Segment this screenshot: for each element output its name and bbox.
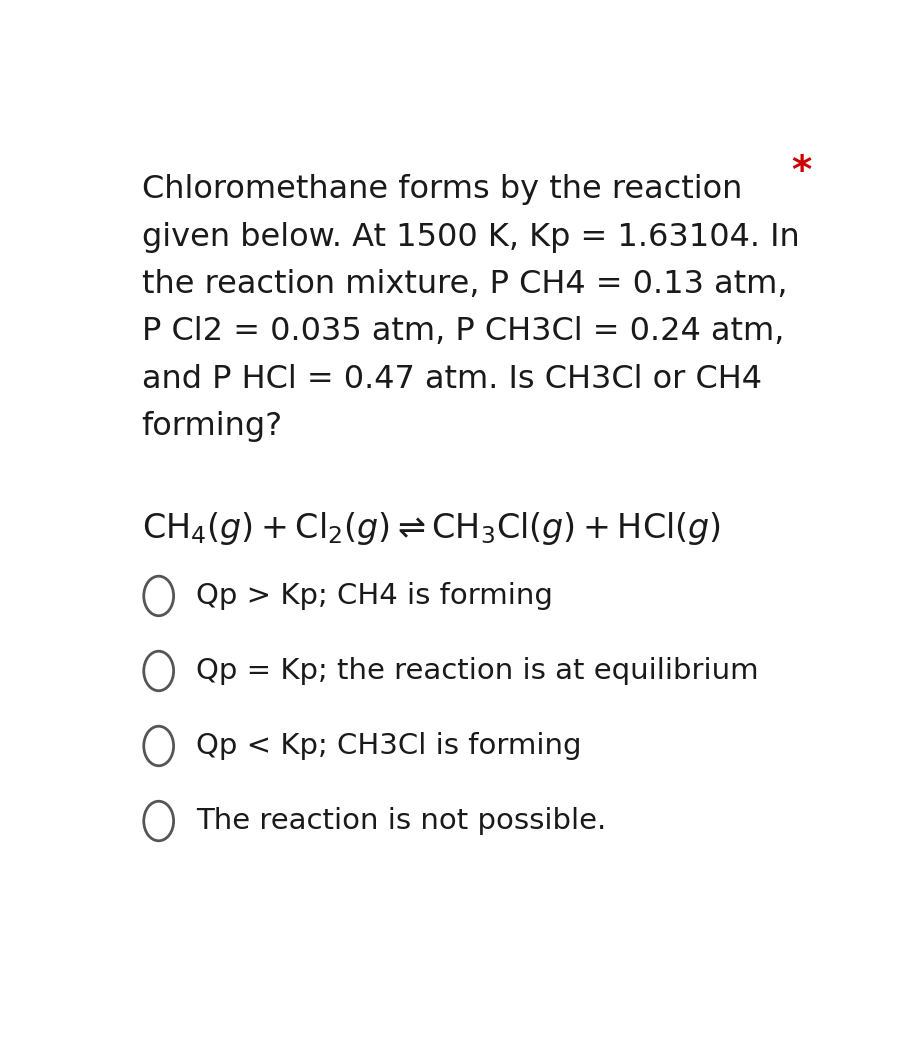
Text: Chloromethane forms by the reaction: Chloromethane forms by the reaction [141, 175, 742, 205]
Text: $\mathrm{CH_4(\mathit{g}) + Cl_2(\mathit{g}) \rightleftharpoons CH_3Cl(\mathit{g: $\mathrm{CH_4(\mathit{g}) + Cl_2(\mathit… [141, 509, 721, 546]
Text: the reaction mixture, P CH4 = 0.13 atm,: the reaction mixture, P CH4 = 0.13 atm, [141, 269, 787, 300]
Text: and P HCl = 0.47 atm. Is CH3Cl or CH4: and P HCl = 0.47 atm. Is CH3Cl or CH4 [141, 363, 762, 395]
Text: P Cl2 = 0.035 atm, P CH3Cl = 0.24 atm,: P Cl2 = 0.035 atm, P CH3Cl = 0.24 atm, [141, 317, 784, 347]
Text: The reaction is not possible.: The reaction is not possible. [195, 807, 606, 834]
Text: *: * [791, 154, 812, 192]
Text: forming?: forming? [141, 411, 282, 442]
Text: Qp < Kp; CH3Cl is forming: Qp < Kp; CH3Cl is forming [195, 732, 581, 760]
Text: given below. At 1500 K, Kp = 1.63104. In: given below. At 1500 K, Kp = 1.63104. In [141, 221, 800, 253]
Text: Qp > Kp; CH4 is forming: Qp > Kp; CH4 is forming [195, 582, 553, 610]
Text: Qp = Kp; the reaction is at equilibrium: Qp = Kp; the reaction is at equilibrium [195, 657, 758, 685]
